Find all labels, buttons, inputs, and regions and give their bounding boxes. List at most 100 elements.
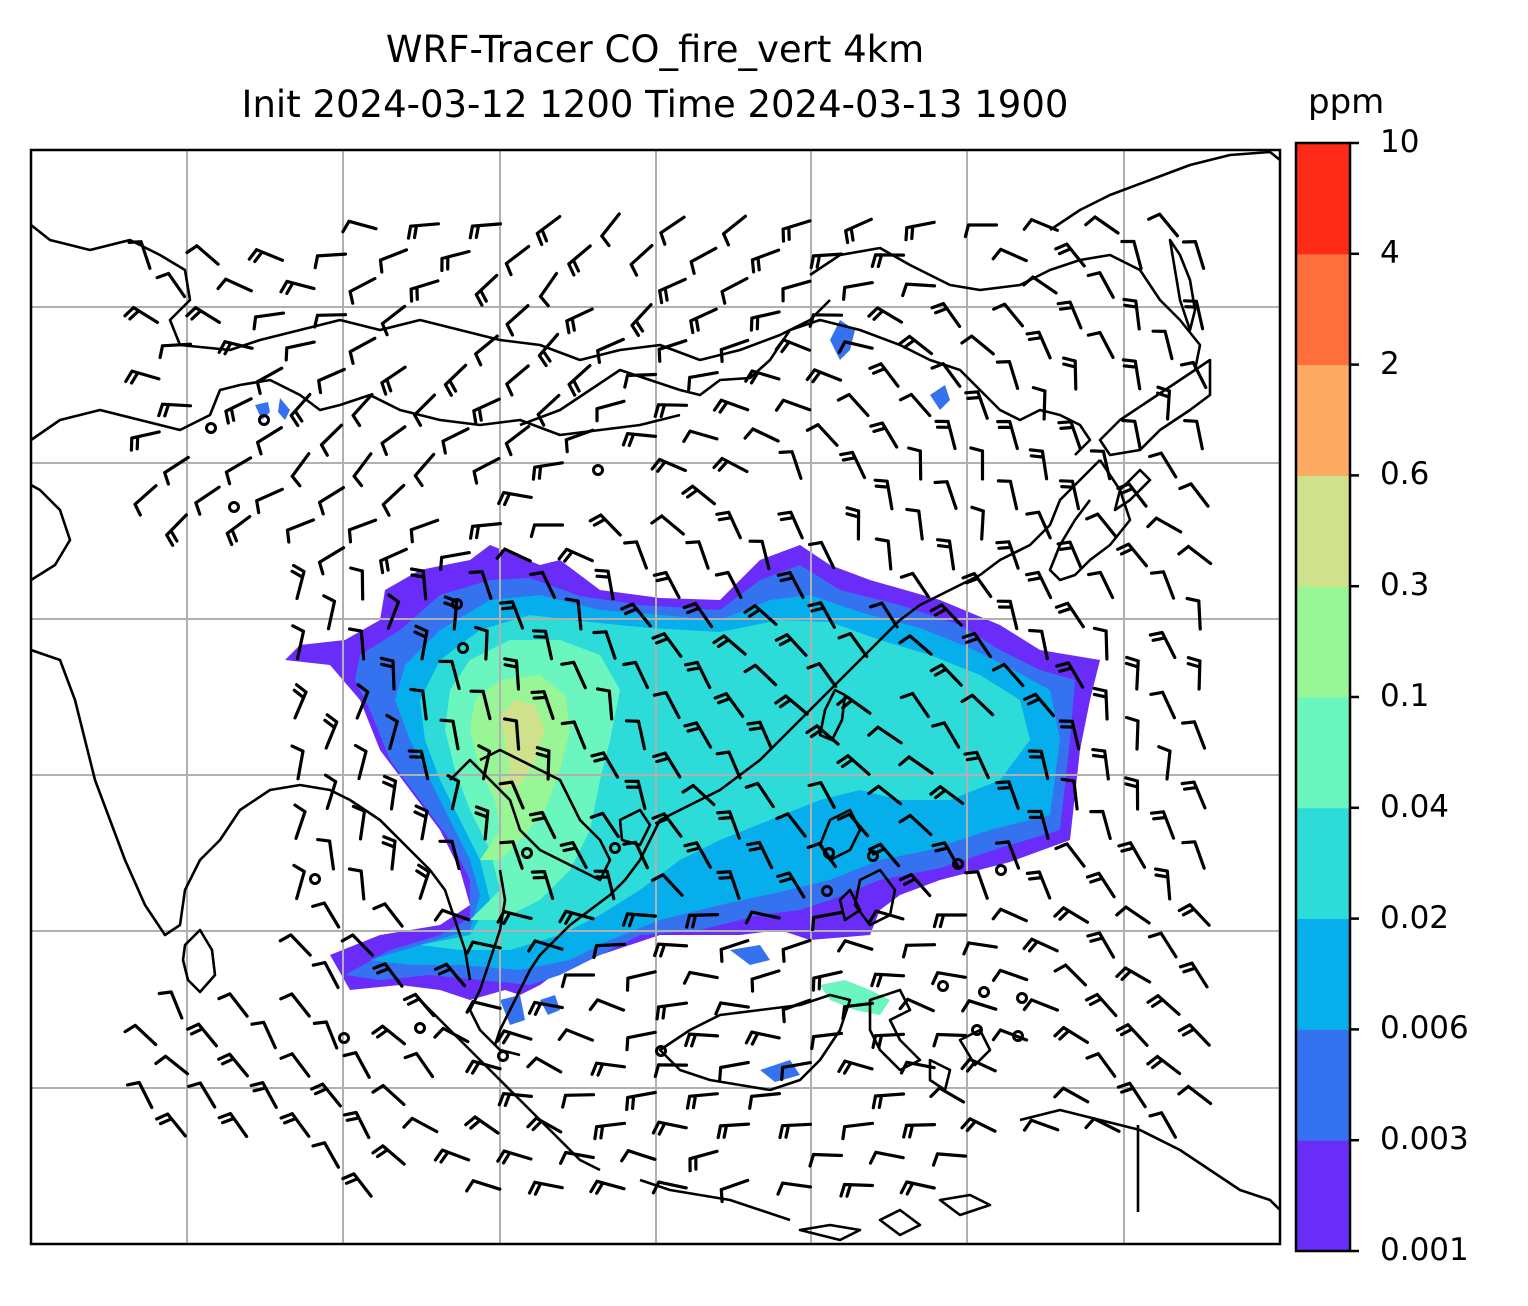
wind-barb <box>155 271 187 299</box>
wind-barb <box>682 429 719 443</box>
wind-barb <box>1053 963 1087 987</box>
wind-barb <box>991 907 1028 923</box>
calm-wind-circle <box>258 414 270 426</box>
wind-barb <box>996 419 1019 451</box>
colorbar-tick-label: 0.02 <box>1380 899 1450 936</box>
wind-barb <box>1060 777 1079 811</box>
wind-barb <box>1121 358 1142 391</box>
calm-wind-circle <box>609 842 621 854</box>
wind-barb <box>776 1181 812 1196</box>
wind-barb <box>836 393 870 417</box>
wind-barb <box>1054 842 1086 868</box>
wind-barb <box>1151 329 1174 361</box>
calm-wind-circle <box>978 986 990 998</box>
wind-barb <box>898 334 934 356</box>
wind-barb <box>465 1179 502 1193</box>
wind-barb <box>292 683 308 720</box>
wind-barb <box>1087 570 1115 600</box>
wind-barb <box>805 724 840 746</box>
wind-barb <box>1149 810 1176 840</box>
wind-barbs <box>123 212 1213 1204</box>
wind-barb <box>653 942 689 958</box>
wind-barb <box>657 339 688 363</box>
wind-barb <box>311 1141 340 1169</box>
wind-barb <box>163 455 190 486</box>
wind-barb <box>1086 931 1116 959</box>
wind-barb <box>1084 992 1118 1018</box>
wind-barb <box>596 337 625 364</box>
wind-barb <box>504 424 531 457</box>
wind-barb <box>1062 356 1078 391</box>
wind-barb <box>441 427 470 455</box>
wind-barb <box>810 1031 843 1051</box>
malay-peninsula <box>468 869 521 1057</box>
calm-wind-circle <box>309 873 321 885</box>
wind-barb <box>409 279 440 303</box>
wind-barb <box>716 810 741 840</box>
wind-barb <box>1089 809 1112 841</box>
wind-barb <box>1091 748 1110 781</box>
wind-barb <box>868 1150 905 1165</box>
wind-barb <box>873 478 894 511</box>
wind-barb <box>960 1117 997 1133</box>
india-coastline <box>31 648 351 937</box>
wind-barb <box>898 997 935 1013</box>
wind-barb <box>961 999 998 1013</box>
wind-barb <box>746 720 773 750</box>
wind-barb <box>567 364 592 397</box>
wind-barb <box>407 749 430 781</box>
wind-barb <box>750 969 781 993</box>
wind-barb <box>652 691 681 719</box>
pakistan-coast <box>31 483 72 582</box>
wind-barb <box>323 713 339 750</box>
colorbar-segment <box>1296 364 1350 476</box>
wind-barb <box>1115 966 1152 984</box>
wind-barb <box>1084 215 1120 235</box>
wind-barb <box>249 1081 278 1109</box>
wind-barb <box>567 244 592 277</box>
wind-barb <box>465 940 502 955</box>
wind-barb <box>1156 385 1171 421</box>
wind-barb <box>716 1122 751 1140</box>
wind-barb <box>1115 1023 1149 1047</box>
wind-barb <box>719 939 750 963</box>
wind-barb <box>443 363 468 397</box>
wind-barb <box>899 571 930 599</box>
wind-barb <box>378 248 409 274</box>
wind-barb <box>526 1056 563 1074</box>
wind-barb <box>623 540 648 570</box>
wind-barb <box>620 602 652 628</box>
wind-barb <box>1179 360 1208 390</box>
wind-barb <box>931 841 960 869</box>
wind-barb <box>991 247 1028 263</box>
wind-barb <box>868 362 900 388</box>
sumatra <box>419 999 601 1172</box>
wind-barb <box>837 939 874 953</box>
wind-barb <box>807 601 836 629</box>
wind-barb <box>440 249 471 273</box>
wind-barb <box>1146 1054 1182 1076</box>
wind-barb <box>125 1080 154 1110</box>
calm-wind-circle <box>823 847 835 859</box>
wind-barb <box>1149 690 1176 720</box>
wind-barb <box>1115 905 1151 925</box>
wind-barb <box>1056 300 1083 330</box>
wind-barb <box>1148 1111 1177 1139</box>
wind-barb <box>372 902 404 928</box>
wind-barb <box>216 277 253 293</box>
wind-barb <box>433 1026 470 1044</box>
colorbar-segment <box>1296 807 1350 920</box>
wind-barb <box>1025 570 1053 600</box>
wind-barb <box>624 779 647 811</box>
wind-barb <box>652 571 681 599</box>
wind-barb <box>1177 903 1211 927</box>
wind-barb <box>839 450 867 480</box>
myanmar-coast <box>349 798 472 981</box>
wind-barb <box>963 750 990 780</box>
wind-barb <box>1028 628 1049 661</box>
wind-barb <box>537 332 560 368</box>
wind-barb <box>934 419 957 451</box>
wind-barb <box>1022 275 1058 295</box>
russia-far-east <box>1049 150 1280 232</box>
wind-barb <box>560 973 596 989</box>
